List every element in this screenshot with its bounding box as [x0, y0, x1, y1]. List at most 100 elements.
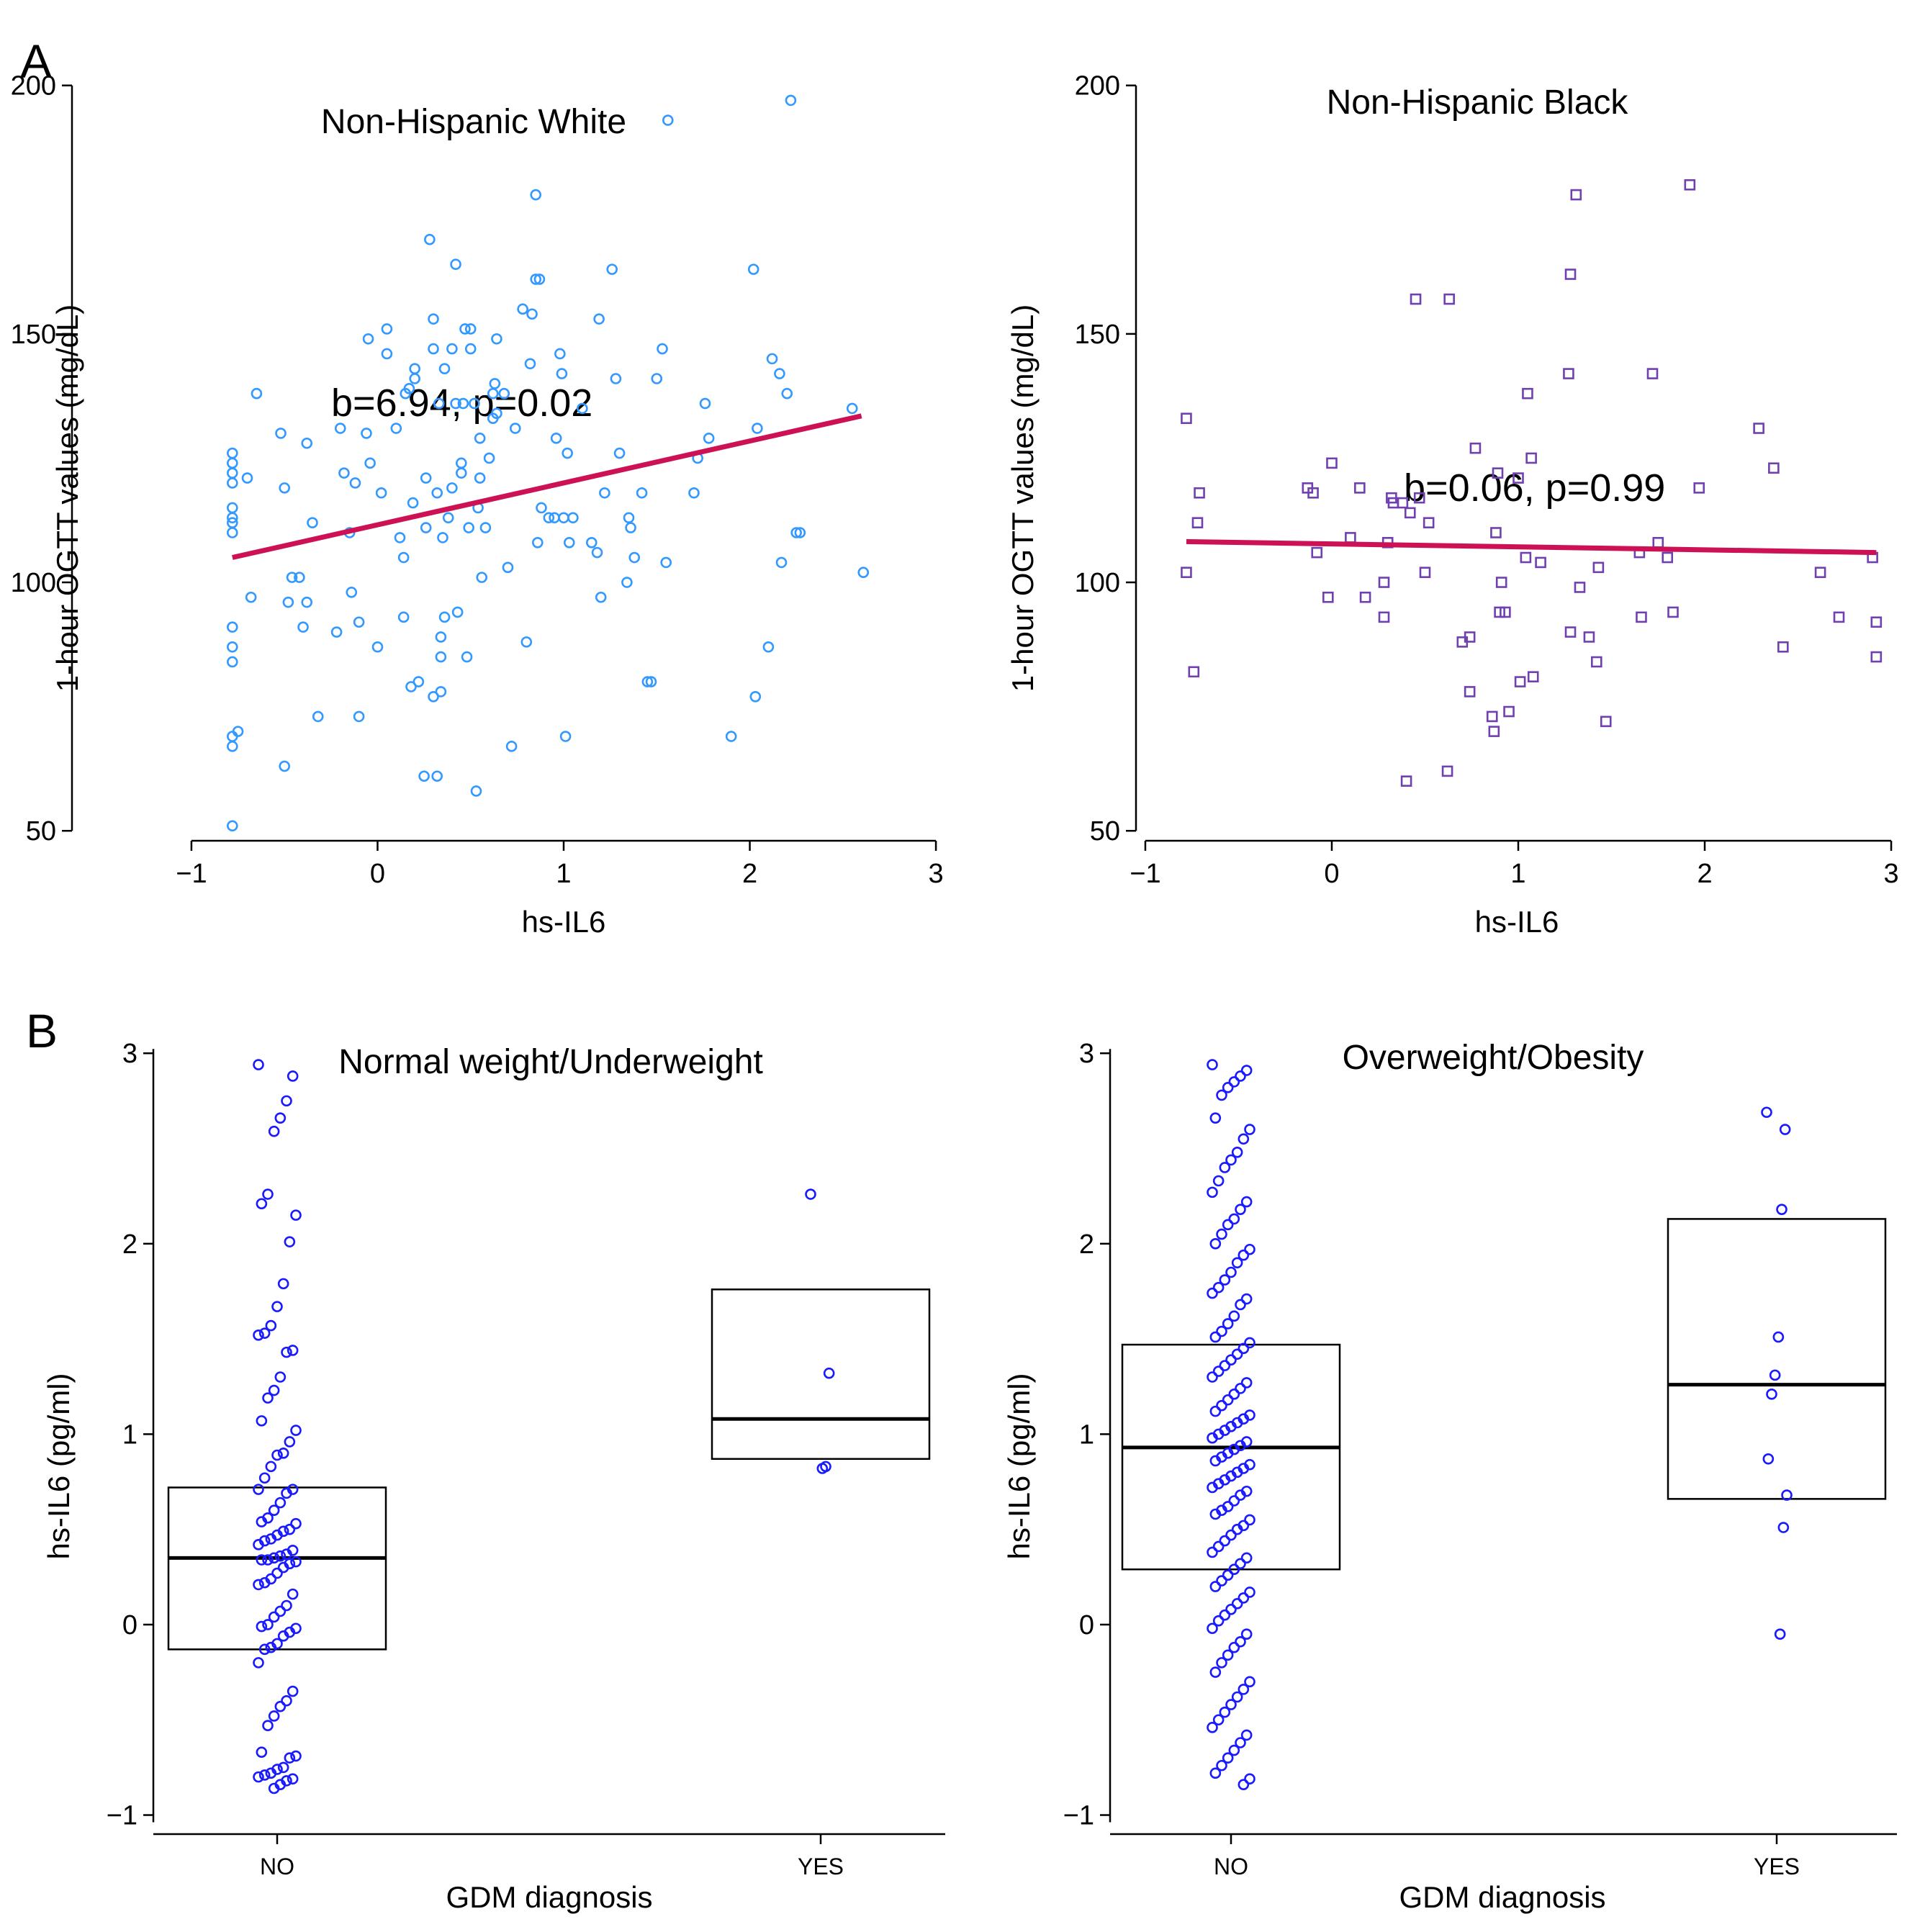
data-point: [1228, 1310, 1240, 1322]
data-point: [435, 631, 447, 643]
data-point: [1766, 1389, 1777, 1400]
data-point: [450, 258, 461, 271]
data-point: [375, 487, 387, 499]
data-point: [1600, 716, 1612, 728]
y-tick-label: 50: [1090, 816, 1120, 847]
data-point: [346, 587, 358, 598]
data-point: [262, 1392, 274, 1404]
data-point: [446, 482, 458, 494]
x-axis-title: hs-IL6: [1475, 905, 1559, 939]
iqr-box: [711, 1288, 931, 1461]
data-point: [1404, 507, 1416, 519]
data-point: [1423, 517, 1435, 528]
data-point: [628, 551, 641, 564]
data-point: [258, 1327, 271, 1339]
x-tick-label: 1: [1510, 859, 1525, 889]
data-point: [774, 368, 785, 379]
data-point: [256, 1415, 268, 1427]
panel-label-b: B: [26, 1004, 58, 1057]
data-point: [1774, 1628, 1786, 1640]
data-point: [483, 452, 495, 464]
y-tick-label: 150: [1075, 320, 1120, 350]
data-point: [464, 343, 477, 355]
data-point: [805, 1188, 816, 1200]
data-point: [438, 611, 451, 623]
data-point: [1225, 1266, 1237, 1278]
data-point: [1207, 1059, 1218, 1070]
plot-title: Non-Hispanic Black: [1327, 83, 1629, 122]
data-point: [1231, 1523, 1243, 1535]
data-point: [1228, 1744, 1240, 1756]
data-point: [660, 556, 672, 569]
data-point: [1662, 551, 1674, 564]
data-point: [287, 1773, 299, 1785]
data-point: [461, 651, 473, 663]
data-point: [256, 1198, 268, 1210]
data-point: [418, 770, 430, 782]
x-tick-label: 3: [1883, 859, 1898, 889]
data-point: [625, 522, 636, 533]
data-point: [420, 472, 432, 484]
data-point: [641, 676, 654, 687]
data-point: [287, 1070, 299, 1082]
data-point: [1235, 1070, 1246, 1082]
data-point: [431, 487, 443, 499]
data-point: [284, 1752, 296, 1764]
data-point: [1244, 1124, 1255, 1135]
data-point: [1212, 1366, 1225, 1377]
data-point: [1225, 1603, 1237, 1615]
y-tick-label: 0: [122, 1610, 138, 1640]
data-point: [463, 522, 474, 533]
data-point: [785, 94, 797, 107]
data-point: [227, 502, 238, 514]
data-point: [1207, 1546, 1218, 1558]
data-point: [1222, 1752, 1234, 1764]
data-point: [265, 1533, 277, 1545]
x-tick-label: 2: [742, 859, 757, 889]
data-point: [1564, 268, 1577, 280]
data-point: [1500, 606, 1511, 618]
data-point: [397, 551, 410, 564]
data-point: [509, 423, 521, 434]
data-point: [265, 1319, 277, 1332]
data-point: [1188, 666, 1200, 678]
data-point: [1219, 1360, 1231, 1371]
data-point: [227, 527, 238, 538]
data-point: [1762, 1453, 1775, 1465]
data-point: [846, 402, 858, 415]
data-point: [279, 760, 290, 772]
data-point: [274, 1700, 287, 1712]
data-point: [334, 423, 346, 434]
data-point: [301, 596, 313, 608]
data-point: [256, 1554, 268, 1566]
scatter-plot-non-hispanic-black: Non-Hispanic Black hs-IL6 1-hour OGTT va…: [1006, 71, 1899, 939]
data-point: [1219, 1706, 1231, 1718]
data-point: [623, 512, 635, 524]
data-point: [1378, 577, 1390, 588]
data-point: [1209, 1112, 1222, 1124]
x-tick-label: −1: [176, 859, 207, 889]
data-point: [816, 1463, 829, 1474]
data-point: [703, 433, 715, 444]
data-point: [470, 785, 482, 797]
data-point: [381, 323, 393, 335]
data-point: [1244, 1243, 1255, 1255]
category-label: YES: [798, 1854, 844, 1879]
scatter-plot-non-hispanic-white: Non-Hispanic White hs-IL6 1-hour OGTT va…: [11, 71, 944, 939]
x-axis-title: GDM diagnosis: [1399, 1880, 1605, 1914]
data-point: [1228, 1495, 1240, 1507]
data-point: [262, 1188, 274, 1200]
data-point: [1219, 1274, 1231, 1286]
data-point: [502, 561, 514, 574]
plot-title: Non-Hispanic White: [321, 103, 626, 141]
data-point: [517, 303, 528, 315]
data-point: [1235, 1489, 1246, 1501]
y-tick-label: 200: [1075, 71, 1120, 101]
data-point: [282, 596, 294, 608]
data-point: [245, 591, 257, 603]
data-point: [262, 1554, 274, 1566]
data-point: [530, 274, 542, 285]
data-point: [556, 368, 568, 379]
data-point: [353, 710, 365, 723]
